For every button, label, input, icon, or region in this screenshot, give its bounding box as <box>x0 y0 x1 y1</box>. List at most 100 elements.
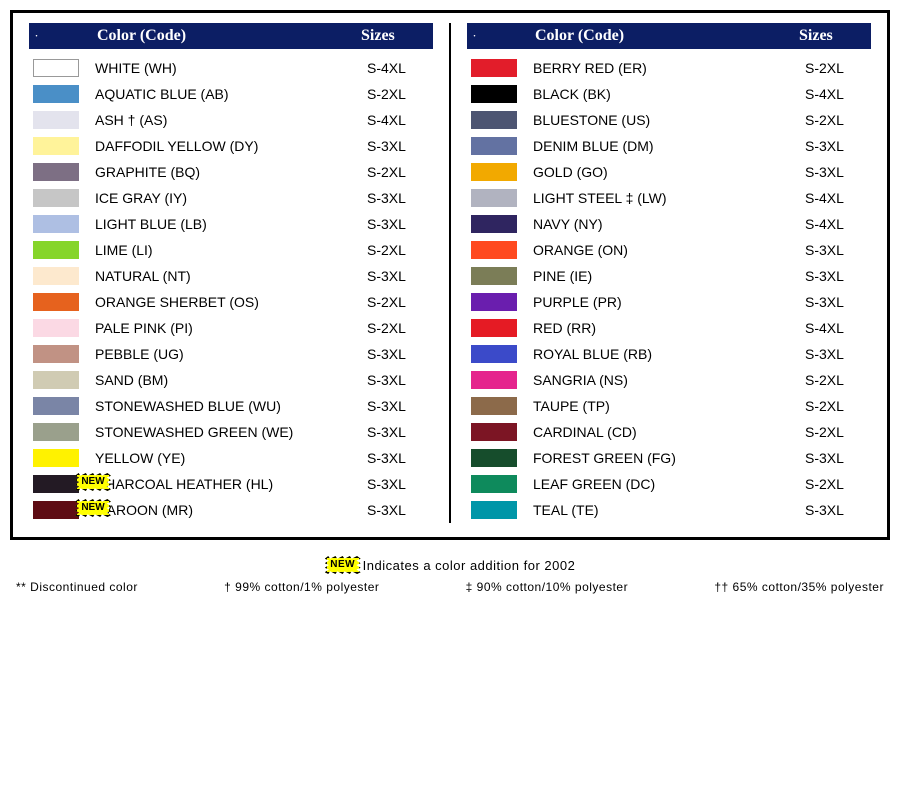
sizes-label: S-2XL <box>805 424 865 440</box>
sizes-label: S-3XL <box>805 450 865 466</box>
color-row: LIGHT STEEL ‡ (LW)S-4XL <box>467 185 871 211</box>
color-row: LIGHT BLUE (LB)S-3XL <box>29 211 433 237</box>
color-row: SAND (BM)S-3XL <box>29 367 433 393</box>
sizes-label: S-3XL <box>367 190 427 206</box>
color-label: NAVY (NY) <box>533 216 805 232</box>
color-label: AQUATIC BLUE (AB) <box>95 86 367 102</box>
legend: NEW Indicates a color addition for 2002 … <box>10 556 890 594</box>
color-row: NEWMAROON (MR)S-3XL <box>29 497 433 523</box>
color-label: ROYAL BLUE (RB) <box>533 346 805 362</box>
sizes-label: S-4XL <box>805 320 865 336</box>
color-row: CARDINAL (CD)S-2XL <box>467 419 871 445</box>
color-label: PINE (IE) <box>533 268 805 284</box>
color-row: STONEWASHED GREEN (WE)S-3XL <box>29 419 433 445</box>
color-label: TEAL (TE) <box>533 502 805 518</box>
sizes-label: S-2XL <box>367 86 427 102</box>
right-column: · Color (Code) Sizes BERRY RED (ER)S-2XL… <box>451 23 887 523</box>
color-swatch <box>471 111 517 129</box>
swatch-cell <box>471 137 533 155</box>
sizes-label: S-3XL <box>367 398 427 414</box>
swatch-cell <box>33 371 95 389</box>
sizes-label: S-3XL <box>367 476 427 492</box>
swatch-cell <box>33 189 95 207</box>
color-swatch <box>33 137 79 155</box>
color-label: DAFFODIL YELLOW (DY) <box>95 138 367 154</box>
color-swatch <box>33 475 79 493</box>
color-swatch <box>471 189 517 207</box>
header-sizes-label: Sizes <box>799 27 863 45</box>
sizes-label: S-3XL <box>367 216 427 232</box>
sizes-label: S-2XL <box>805 372 865 388</box>
sizes-label: S-2XL <box>805 112 865 128</box>
swatch-cell <box>471 241 533 259</box>
swatch-cell <box>471 111 533 129</box>
swatch-cell <box>471 163 533 181</box>
sizes-label: S-3XL <box>367 372 427 388</box>
color-swatch <box>471 85 517 103</box>
color-row: PEBBLE (UG)S-3XL <box>29 341 433 367</box>
legend-new-note: NEW Indicates a color addition for 2002 <box>10 556 890 574</box>
left-column: · Color (Code) Sizes WHITE (WH)S-4XL AQUA… <box>13 23 451 523</box>
sizes-label: S-2XL <box>367 164 427 180</box>
color-swatch <box>471 293 517 311</box>
color-label: LIGHT BLUE (LB) <box>95 216 367 232</box>
swatch-cell <box>33 59 95 77</box>
color-swatch <box>33 85 79 103</box>
sizes-label: S-3XL <box>805 164 865 180</box>
sizes-label: S-4XL <box>805 190 865 206</box>
legend-item: ‡ 90% cotton/10% polyester <box>466 580 628 594</box>
swatch-cell <box>471 371 533 389</box>
color-label: CARDINAL (CD) <box>533 424 805 440</box>
swatch-cell <box>471 215 533 233</box>
color-swatch <box>33 371 79 389</box>
color-swatch <box>33 215 79 233</box>
color-row: GRAPHITE (BQ)S-2XL <box>29 159 433 185</box>
header-dot: · <box>35 31 97 41</box>
column-header: · Color (Code) Sizes <box>29 23 433 49</box>
swatch-cell <box>33 215 95 233</box>
color-label: MAROON (MR) <box>95 502 367 518</box>
swatch-cell <box>33 137 95 155</box>
sizes-label: S-3XL <box>805 346 865 362</box>
color-label: RED (RR) <box>533 320 805 336</box>
sizes-label: S-4XL <box>805 86 865 102</box>
color-swatch <box>33 293 79 311</box>
color-row: LEAF GREEN (DC)S-2XL <box>467 471 871 497</box>
sizes-label: S-2XL <box>805 476 865 492</box>
color-swatch <box>471 397 517 415</box>
color-swatch <box>471 241 517 259</box>
color-swatch <box>33 345 79 363</box>
swatch-cell <box>471 189 533 207</box>
sizes-label: S-2XL <box>367 294 427 310</box>
color-label: TAUPE (TP) <box>533 398 805 414</box>
color-swatch <box>471 371 517 389</box>
color-label: NATURAL (NT) <box>95 268 367 284</box>
swatch-cell <box>33 397 95 415</box>
color-label: STONEWASHED BLUE (WU) <box>95 398 367 414</box>
swatch-cell <box>33 241 95 259</box>
swatch-cell <box>471 475 533 493</box>
swatch-cell <box>33 319 95 337</box>
sizes-label: S-3XL <box>805 138 865 154</box>
sizes-label: S-3XL <box>367 138 427 154</box>
color-label: PEBBLE (UG) <box>95 346 367 362</box>
color-row: TEAL (TE)S-3XL <box>467 497 871 523</box>
color-swatch <box>33 59 79 77</box>
color-row: WHITE (WH)S-4XL <box>29 55 433 81</box>
sizes-label: S-4XL <box>805 216 865 232</box>
color-swatch <box>471 345 517 363</box>
color-row: PALE PINK (PI)S-2XL <box>29 315 433 341</box>
color-label: SANGRIA (NS) <box>533 372 805 388</box>
color-swatch <box>33 241 79 259</box>
sizes-label: S-3XL <box>367 424 427 440</box>
color-label: STONEWASHED GREEN (WE) <box>95 424 367 440</box>
color-row: NATURAL (NT)S-3XL <box>29 263 433 289</box>
color-row: BLUESTONE (US)S-2XL <box>467 107 871 133</box>
header-color-label: Color (Code) <box>535 27 799 45</box>
color-row: DAFFODIL YELLOW (DY)S-3XL <box>29 133 433 159</box>
color-label: ORANGE SHERBET (OS) <box>95 294 367 310</box>
color-label: GOLD (GO) <box>533 164 805 180</box>
left-rows: WHITE (WH)S-4XLAQUATIC BLUE (AB)S-2XLASH… <box>29 55 433 523</box>
swatch-cell <box>33 267 95 285</box>
color-label: BLUESTONE (US) <box>533 112 805 128</box>
